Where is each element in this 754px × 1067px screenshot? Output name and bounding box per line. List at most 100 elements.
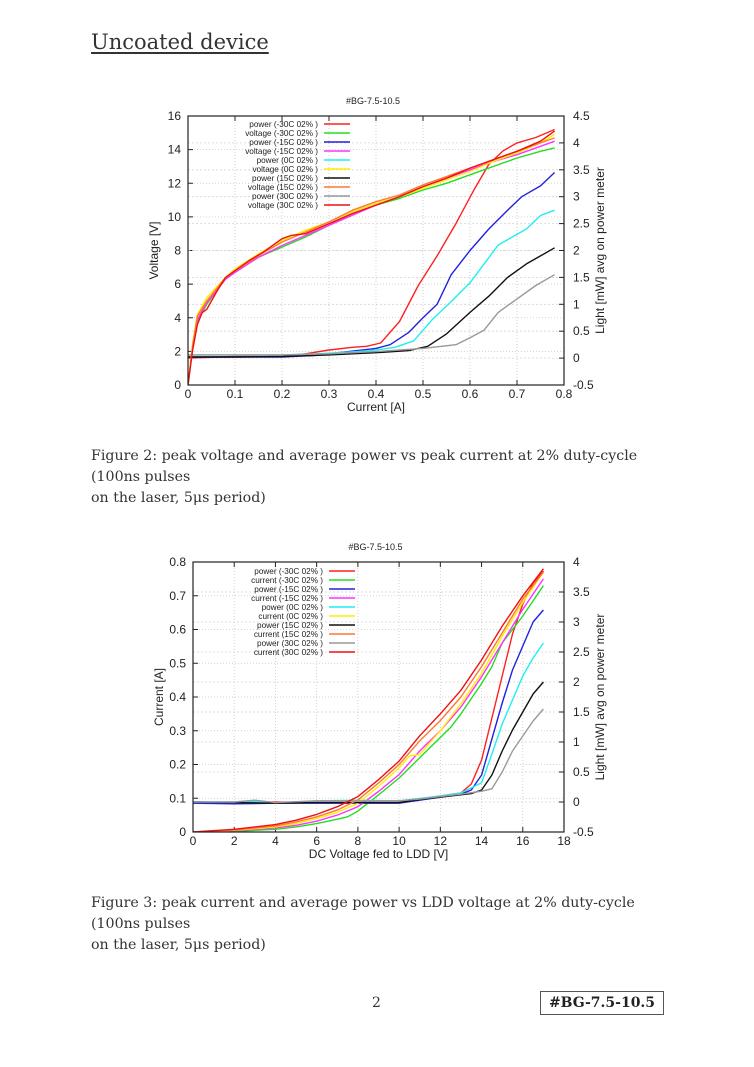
x-tick-label: 0 — [190, 834, 197, 848]
x-tick-label: 18 — [557, 834, 571, 848]
y-tick-label: 0.5 — [169, 656, 186, 670]
legend-label: power (30C 02% ) — [252, 192, 318, 201]
legend-label: power (0C 02% ) — [257, 156, 319, 165]
y2-tick-label: 1 — [573, 297, 580, 311]
y-tick-label: 0.4 — [169, 690, 186, 704]
series-line — [188, 133, 555, 385]
legend-label: current (15C 02% ) — [254, 630, 323, 639]
section-title: Uncoated device — [91, 30, 269, 54]
x-tick-label: 8 — [355, 834, 362, 848]
legend-label: power (-30C 02% ) — [254, 567, 323, 576]
legend-label: current (30C 02% ) — [254, 648, 323, 657]
legend-label: power (-30C 02% ) — [249, 120, 318, 129]
legend-label: power (-15C 02% ) — [254, 585, 323, 594]
figure-3-caption: Figure 3: peak current and average power… — [91, 893, 671, 956]
y2-tick-label: 4 — [573, 555, 580, 569]
y-tick-label: 16 — [168, 109, 182, 123]
x-tick-label: 0.8 — [556, 387, 573, 401]
legend-label: power (15C 02% ) — [252, 174, 318, 183]
document-id-box: #BG-7.5-10.5 — [540, 991, 664, 1015]
series-line — [193, 585, 544, 832]
y-tick-label: 12 — [168, 176, 182, 190]
y2-tick-label: -0.5 — [573, 378, 594, 392]
y-axis-label: Voltage [V] — [147, 221, 161, 279]
caption-line-1: Figure 2: peak voltage and average power… — [91, 448, 638, 485]
legend-label: voltage (0C 02% ) — [252, 165, 318, 174]
y2-tick-label: 4 — [573, 136, 580, 150]
x-tick-label: 10 — [392, 834, 406, 848]
chart-figure-2: #BG-7.5-10.5 0 0.1 0.2 0.3 0.4 0.5 0.6 0.7 0.8 0 2 4… — [147, 96, 607, 414]
legend-label: current (0C 02% ) — [258, 612, 323, 621]
y2-tick-label: 2 — [573, 244, 580, 258]
series-line — [193, 708, 544, 804]
x-tick-label: 0.6 — [462, 387, 479, 401]
y-tick-label: 6 — [174, 277, 181, 291]
series-line — [193, 571, 544, 832]
y-tick-label: 0 — [179, 825, 186, 839]
x-axis-label: DC Voltage fed to LDD [V] — [309, 847, 448, 861]
y-tick-label: 0.8 — [169, 555, 186, 569]
y-axis-label: Current [A] — [152, 668, 166, 726]
x-tick-label: 0.1 — [227, 387, 244, 401]
y2-tick-label: 2.5 — [573, 217, 590, 231]
y-tick-label: 0.6 — [169, 623, 186, 637]
y-tick-label: 0.3 — [169, 724, 186, 738]
figure-2-caption: Figure 2: peak voltage and average power… — [91, 446, 671, 509]
chart-title: #BG-7.5-10.5 — [346, 96, 400, 106]
y-tick-label: 0 — [174, 378, 181, 392]
series-line — [188, 247, 555, 358]
y2-tick-label: -0.5 — [573, 825, 594, 839]
y2-tick-label: 3.5 — [573, 163, 590, 177]
chart-title: #BG-7.5-10.5 — [348, 542, 402, 552]
x-tick-label: 0 — [185, 387, 192, 401]
y2-tick-label: 2 — [573, 675, 580, 689]
series-line — [193, 568, 544, 832]
series-group — [188, 128, 556, 385]
y-tick-label: 10 — [168, 210, 182, 224]
page-number: 2 — [372, 995, 381, 1011]
legend-label: voltage (30C 02% ) — [248, 201, 318, 210]
legend-label: voltage (-30C 02% ) — [245, 129, 318, 138]
caption-line-2: on the laser, 5μs period) — [91, 490, 266, 506]
y-tick-label: 0.2 — [169, 758, 186, 772]
x-tick-label: 0.5 — [415, 387, 432, 401]
series-line — [188, 209, 555, 356]
caption-line-1: Figure 3: peak current and average power… — [91, 895, 635, 932]
x-tick-label: 0.7 — [509, 387, 526, 401]
x-tick-label: 12 — [434, 834, 448, 848]
legend-label: voltage (15C 02% ) — [248, 183, 318, 192]
series-line — [188, 137, 555, 385]
y2-tick-label: 3.5 — [573, 585, 590, 599]
series-line — [188, 274, 555, 356]
y2-axis-label: Light [mW] avg on power meter — [593, 167, 607, 334]
y2-tick-label: 0 — [573, 795, 580, 809]
y2-tick-label: 4.5 — [573, 109, 590, 123]
y2-tick-label: 3 — [573, 615, 580, 629]
y2-tick-label: 0.5 — [573, 765, 590, 779]
x-tick-label: 16 — [516, 834, 530, 848]
legend-label: power (-15C 02% ) — [249, 138, 318, 147]
x-tick-label: 0.2 — [274, 387, 291, 401]
y2-tick-label: 0.5 — [573, 324, 590, 338]
x-axis-label: Current [A] — [347, 400, 405, 414]
y2-tick-label: 0 — [573, 351, 580, 365]
y-tick-label: 0.7 — [169, 589, 186, 603]
y2-tick-label: 2.5 — [573, 645, 590, 659]
y-tick-label: 4 — [174, 311, 181, 325]
series-line — [193, 570, 544, 804]
series-group — [193, 568, 544, 832]
plot-frame — [192, 561, 565, 833]
plot-frame — [187, 115, 565, 386]
legend-label: power (15C 02% ) — [257, 621, 323, 630]
y2-axis-label: Light [mW] avg on power meter — [593, 614, 607, 781]
y2-tick-label: 3 — [573, 190, 580, 204]
y2-tick-label: 1.5 — [573, 705, 590, 719]
x-tick-label: 2 — [231, 834, 238, 848]
y-tick-label: 8 — [174, 244, 181, 258]
legend-label: voltage (-15C 02% ) — [245, 147, 318, 156]
legend-label: power (0C 02% ) — [262, 603, 324, 612]
y2-tick-label: 1 — [573, 735, 580, 749]
series-line — [193, 578, 544, 832]
y-tick-label: 14 — [168, 143, 182, 157]
x-tick-label: 0.3 — [321, 387, 338, 401]
